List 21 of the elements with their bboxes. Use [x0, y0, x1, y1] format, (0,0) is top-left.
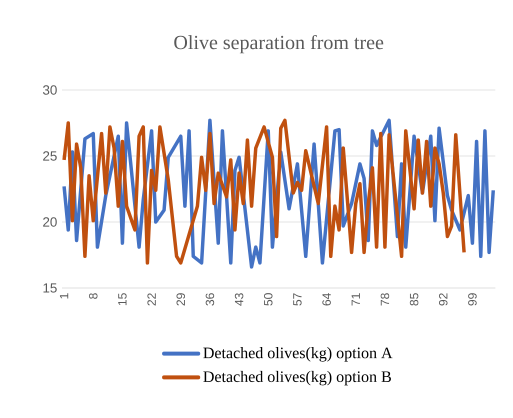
y-tick-label: 25: [43, 151, 57, 161]
x-tick-label: 43: [234, 293, 244, 306]
x-tick-label: 50: [264, 293, 273, 306]
x-tick-label: 36: [206, 293, 214, 306]
x-tick-label: 57: [293, 293, 302, 306]
x-tick-label: 99: [468, 293, 477, 306]
x-tick-label: 22: [147, 293, 156, 306]
y-tick-label: 30: [42, 85, 57, 95]
x-tick-label: 78: [380, 293, 390, 306]
x-tick-label: 64: [322, 293, 331, 306]
chart-title: Olive separation from tree: [174, 34, 384, 54]
x-tick-label: 85: [410, 293, 418, 306]
x-tick-label: 15: [118, 293, 127, 306]
legend-label: Detached olives(kg) option A: [203, 347, 392, 362]
x-tick-label: 8: [89, 293, 98, 299]
x-tick-label: 29: [176, 293, 186, 306]
x-tick-label: 1: [60, 293, 68, 298]
legend-label: Detached olives(kg) option B: [203, 370, 391, 386]
x-tick-label: 92: [439, 293, 448, 306]
y-tick-label: 20: [43, 217, 57, 227]
x-tick-label: 71: [352, 293, 360, 306]
